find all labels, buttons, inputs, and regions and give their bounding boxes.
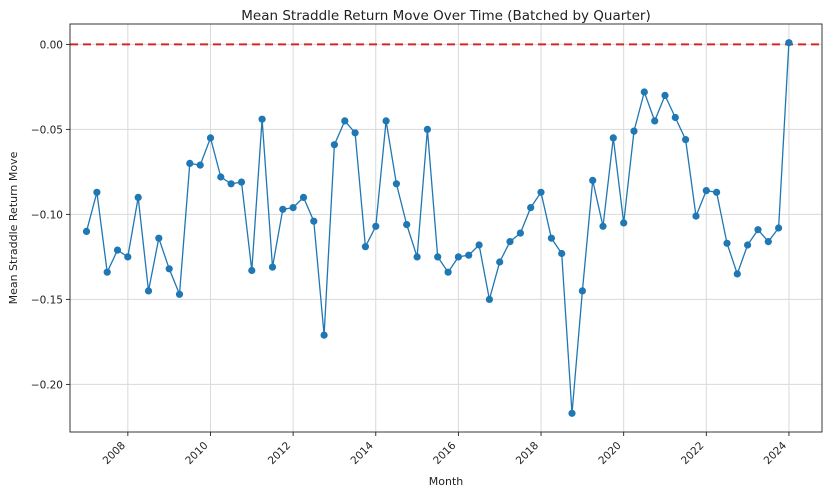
data-point	[289, 204, 297, 212]
data-point	[744, 241, 752, 249]
data-point	[775, 224, 783, 232]
x-tick-label: 2010	[183, 440, 210, 467]
plot-frame	[69, 23, 823, 433]
data-point	[630, 127, 638, 135]
data-point	[134, 193, 142, 201]
data-point	[175, 290, 184, 298]
data-point	[361, 243, 369, 251]
data-point	[258, 115, 266, 123]
data-point	[558, 249, 566, 258]
data-point	[413, 253, 421, 261]
x-tick-label: 2022	[679, 440, 706, 467]
plot-background	[70, 24, 822, 432]
data-point	[475, 241, 483, 249]
data-point	[682, 136, 690, 144]
data-point	[723, 239, 731, 247]
series-layer	[82, 39, 793, 417]
data-point	[403, 221, 411, 229]
data-point	[310, 217, 318, 225]
data-point	[713, 188, 721, 196]
y-axis-ticks: 0.00 −0.05 −0.10 −0.15 −0.20	[31, 39, 70, 391]
data-point	[103, 268, 111, 276]
data-point	[330, 141, 338, 149]
y-axis-label: Mean Straddle Return Move	[7, 151, 20, 304]
x-tick-label: 2008	[101, 440, 128, 467]
y-tick-label: −0.15	[31, 294, 63, 306]
y-tick-label: −0.05	[31, 124, 63, 136]
data-point	[485, 295, 493, 303]
data-point	[82, 227, 91, 235]
data-point	[237, 178, 246, 186]
data-point	[671, 113, 679, 122]
data-point	[496, 258, 504, 266]
data-point	[248, 266, 256, 275]
data-point	[785, 39, 793, 47]
data-point	[609, 134, 617, 142]
data-point	[144, 287, 153, 295]
x-tick-label: 2018	[514, 440, 541, 467]
data-point	[392, 180, 400, 188]
x-tick-label: 2024	[762, 439, 790, 467]
data-point	[206, 134, 215, 142]
data-point	[465, 251, 473, 259]
x-tick-label: 2014	[348, 439, 376, 467]
data-point	[547, 234, 556, 242]
data-point	[754, 226, 762, 234]
data-point	[279, 205, 287, 213]
data-point	[320, 331, 328, 339]
y-tick-label: −0.10	[31, 209, 63, 221]
data-point	[620, 219, 628, 227]
x-tick-label: 2020	[596, 440, 623, 467]
data-point	[599, 222, 607, 230]
data-point	[423, 125, 431, 133]
data-point	[434, 253, 442, 261]
data-point	[516, 229, 525, 237]
data-point	[351, 129, 359, 137]
data-point	[227, 180, 235, 188]
data-point	[651, 117, 659, 125]
data-point	[589, 176, 597, 184]
data-point	[93, 188, 101, 196]
data-point	[527, 204, 535, 212]
chart-title: Mean Straddle Return Move Over Time (Bat…	[241, 8, 650, 24]
data-point	[568, 409, 576, 417]
x-tick-label: 2016	[431, 439, 459, 467]
data-point	[444, 268, 452, 276]
data-point	[454, 253, 462, 261]
data-point	[341, 117, 349, 125]
data-point	[155, 234, 163, 242]
data-point	[702, 187, 710, 195]
grid	[70, 24, 822, 432]
data-point	[372, 222, 380, 230]
data-point	[506, 238, 514, 246]
data-point	[113, 246, 122, 254]
data-point	[764, 238, 772, 246]
data-point	[733, 270, 741, 278]
data-point	[186, 159, 194, 167]
x-axis-ticks: 2008 2010 2012 2014 2016 2018 2020 2022 2024	[101, 432, 790, 467]
data-point	[124, 253, 132, 261]
data-point	[268, 263, 277, 271]
y-tick-label: 0.00	[40, 39, 63, 51]
data-point	[578, 287, 587, 295]
data-point	[692, 212, 700, 220]
data-point	[299, 193, 308, 201]
data-point	[196, 161, 204, 169]
data-point	[537, 188, 545, 196]
data-point	[217, 173, 225, 181]
data-point	[165, 265, 173, 273]
x-axis-label: Month	[429, 475, 464, 488]
data-point	[382, 117, 390, 125]
y-tick-label: −0.20	[31, 379, 63, 391]
data-point	[640, 88, 648, 96]
data-point	[661, 91, 669, 99]
x-tick-label: 2012	[266, 440, 293, 467]
